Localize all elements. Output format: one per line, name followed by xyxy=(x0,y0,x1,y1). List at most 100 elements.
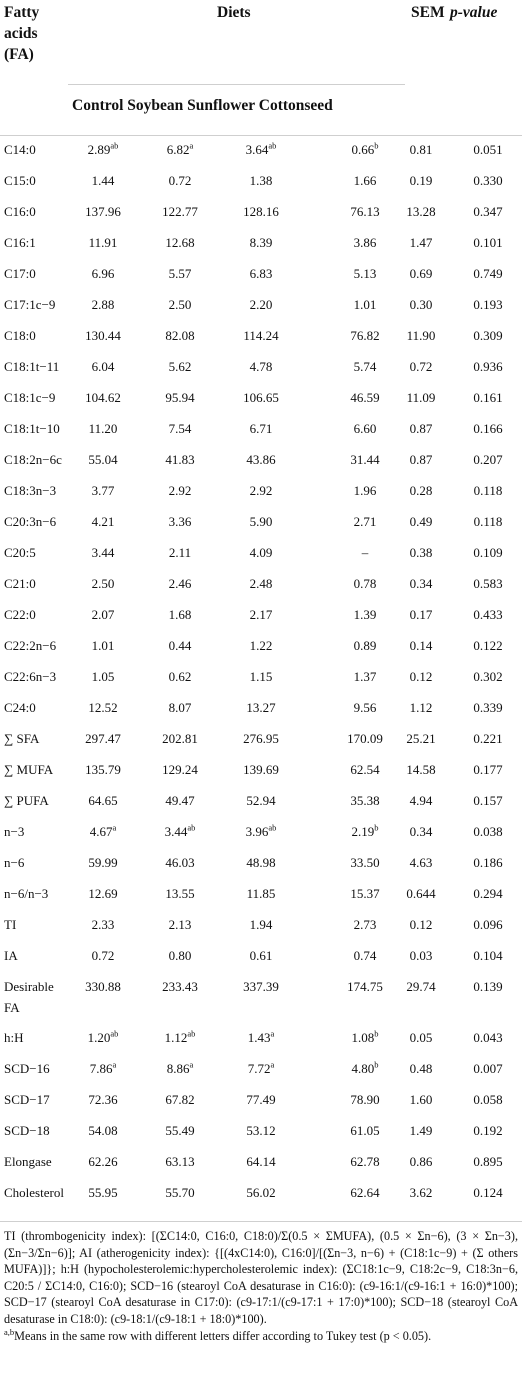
cell-sunflower: 4.09 xyxy=(221,545,301,561)
fa-name: C16:0 xyxy=(4,204,36,219)
cell-sunflower: 3.96ab xyxy=(221,823,301,840)
cell-sem: 0.87 xyxy=(395,421,447,437)
cell-sem: 1.49 xyxy=(395,1123,447,1139)
cell-sunflower: 77.49 xyxy=(221,1092,301,1108)
cell-sunflower: 6.71 xyxy=(221,421,301,437)
cell-p-value: 0.157 xyxy=(473,793,503,808)
cell-soybean: 2.11 xyxy=(140,545,220,561)
cell-sunflower: 2.17 xyxy=(221,607,301,623)
cell-sem: 0.03 xyxy=(395,948,447,964)
cell-soybean-value: 55.70 xyxy=(165,1185,195,1200)
cell-soybean: 0.62 xyxy=(140,669,220,685)
cell-sunflower-value: 6.71 xyxy=(249,421,273,436)
cell-cottonseed-value: 6.60 xyxy=(353,421,377,436)
fa-name: ∑ MUFA xyxy=(4,762,54,777)
cell-p: 0.038 xyxy=(460,824,516,840)
cell-cottonseed: 61.05 xyxy=(325,1123,405,1139)
cell-sunflower-value: 8.39 xyxy=(249,235,273,250)
cell-sunflower: 43.86 xyxy=(221,452,301,468)
cell-sunflower-value: 128.16 xyxy=(243,204,279,219)
cell-control-value: 72.36 xyxy=(88,1092,118,1107)
cell-cottonseed-value: 62.64 xyxy=(350,1185,380,1200)
cell-control-value: 6.04 xyxy=(91,359,115,374)
cell-soybean-value: 2.92 xyxy=(168,483,192,498)
fa-name: C22:0 xyxy=(4,607,36,622)
cell-soybean: 63.13 xyxy=(140,1154,220,1170)
cell-control: 11.91 xyxy=(63,235,143,251)
cell-sem: 0.49 xyxy=(395,514,447,530)
cell-p: 0.043 xyxy=(460,1030,516,1046)
cell-control: 55.04 xyxy=(63,452,143,468)
cell-sem: 0.38 xyxy=(395,545,447,561)
cell-sem-value: 0.38 xyxy=(409,545,433,560)
cell-control-value: 12.52 xyxy=(88,700,118,715)
cell-cottonseed: 33.50 xyxy=(325,855,405,871)
cell-control-superscript: ab xyxy=(110,140,119,151)
cell-control: 2.07 xyxy=(63,607,143,623)
cell-control: 12.69 xyxy=(63,886,143,902)
cell-soybean-superscript: ab xyxy=(187,822,196,833)
cell-soybean: 0.72 xyxy=(140,173,220,189)
table-row: SCD−18 54.08 55.49 53.12 61.05 1.49 0.192 xyxy=(0,1123,522,1154)
cell-p: 0.122 xyxy=(460,638,516,654)
table-row: C18:3n−3 3.77 2.92 2.92 1.96 0.28 0.118 xyxy=(0,483,522,514)
header-fa-line3: (FA) xyxy=(4,46,34,63)
cell-sem-value: 0.14 xyxy=(409,638,433,653)
fa-name: Elongase xyxy=(4,1154,52,1169)
cell-control: 2.33 xyxy=(63,917,143,933)
cell-cottonseed-value: 3.86 xyxy=(353,235,377,250)
table-row: Desirable FA 330.88 233.43 337.39 174.75 29.74… xyxy=(0,979,522,1015)
cell-soybean-value: 12.68 xyxy=(165,235,195,250)
cell-soybean-value: 0.62 xyxy=(168,669,192,684)
cell-control-value: 11.20 xyxy=(88,421,118,436)
cell-p: 0.007 xyxy=(460,1061,516,1077)
cell-p-value: 0.936 xyxy=(473,359,503,374)
cell-p: 0.749 xyxy=(460,266,516,282)
cell-cottonseed: 6.60 xyxy=(325,421,405,437)
table-row: Elongase 62.26 63.13 64.14 62.78 0.86 0.895 xyxy=(0,1154,522,1185)
cell-sem: 0.17 xyxy=(395,607,447,623)
cell-control: 135.79 xyxy=(63,762,143,778)
cell-soybean: 2.13 xyxy=(140,917,220,933)
cell-p-value: 0.124 xyxy=(473,1185,503,1200)
header-fa-line2: acids xyxy=(4,25,38,42)
cell-soybean: 46.03 xyxy=(140,855,220,871)
table-row: n−6/n−3 12.69 13.55 11.85 15.37 0.644 0.294 xyxy=(0,886,522,917)
cell-sem-value: 11.90 xyxy=(406,328,436,343)
cell-p: 0.109 xyxy=(460,545,516,561)
cell-sem: 0.72 xyxy=(395,359,447,375)
cell-sem-value: 0.30 xyxy=(409,297,433,312)
cell-cottonseed: – xyxy=(325,545,405,561)
cell-sem-value: 0.87 xyxy=(409,452,433,467)
cell-soybean-value: 49.47 xyxy=(165,793,195,808)
fa-name: C17:1c−9 xyxy=(4,297,56,312)
cell-soybean-value: 8.86 xyxy=(166,1061,190,1076)
cell-sunflower: 139.69 xyxy=(221,762,301,778)
cell-soybean-value: 5.62 xyxy=(168,359,192,374)
cell-cottonseed: 0.74 xyxy=(325,948,405,964)
cell-cottonseed-value: 1.37 xyxy=(353,669,377,684)
cell-sunflower-value: 2.20 xyxy=(249,297,273,312)
table-row: C18:1c−9 104.62 95.94 106.65 46.59 11.09 0.161 xyxy=(0,390,522,421)
cell-soybean: 67.82 xyxy=(140,1092,220,1108)
cell-sem: 0.644 xyxy=(395,886,447,902)
cell-p-value: 0.058 xyxy=(473,1092,503,1107)
cell-soybean: 202.81 xyxy=(140,731,220,747)
cell-control-value: 1.20 xyxy=(87,1030,111,1045)
cell-sunflower-value: 1.15 xyxy=(249,669,273,684)
cell-cottonseed-value: 170.09 xyxy=(347,731,383,746)
cell-cottonseed-value: 61.05 xyxy=(350,1123,380,1138)
cell-sem: 1.12 xyxy=(395,700,447,716)
cell-cottonseed-value: 4.80 xyxy=(351,1061,375,1076)
cell-sunflower-value: 4.78 xyxy=(249,359,273,374)
cell-soybean-value: 2.50 xyxy=(168,297,192,312)
table-row: SCD−16 7.86a 8.86a 7.72a 4.80b 0.48 0.007 xyxy=(0,1060,522,1092)
cell-sem: 0.19 xyxy=(395,173,447,189)
cell-soybean: 6.82a xyxy=(140,141,220,158)
cell-soybean: 2.46 xyxy=(140,576,220,592)
cell-p: 0.166 xyxy=(460,421,516,437)
cell-p: 0.339 xyxy=(460,700,516,716)
cell-soybean-value: 8.07 xyxy=(168,700,192,715)
cell-cottonseed-value: 0.66 xyxy=(351,142,375,157)
cell-sunflower: 5.90 xyxy=(221,514,301,530)
